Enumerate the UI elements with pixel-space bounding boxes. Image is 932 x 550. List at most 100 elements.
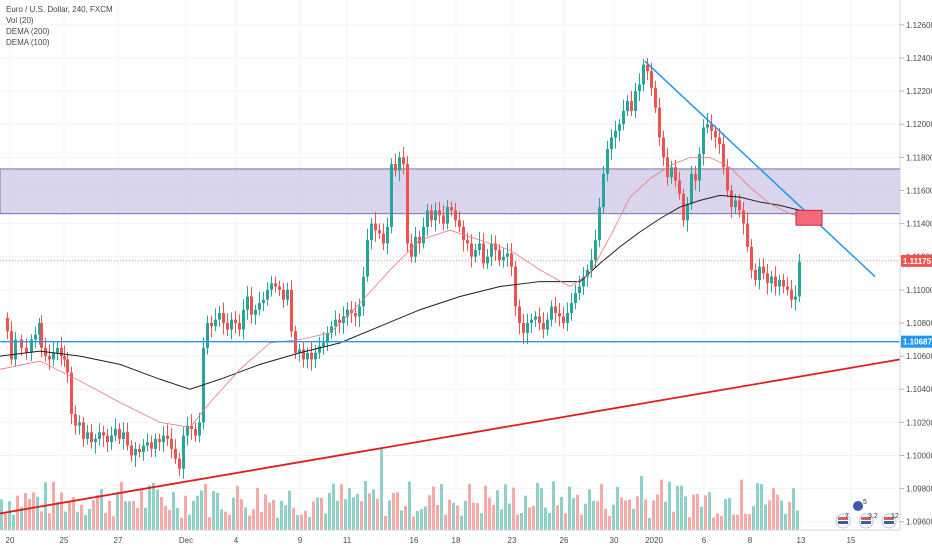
candle-body — [626, 101, 629, 111]
candle-body — [366, 240, 369, 277]
volume-bar — [192, 500, 195, 530]
volume-bar — [716, 513, 719, 530]
candle-body — [274, 283, 277, 287]
legend-dema-100[interactable]: DEMA (100) — [6, 38, 50, 47]
volume-bar — [60, 492, 63, 530]
candle-body — [198, 422, 201, 436]
current-price-badge-bg — [901, 254, 932, 267]
volume-bar — [688, 517, 691, 530]
candle-body — [586, 269, 589, 277]
candle-body — [390, 163, 393, 227]
volume-bar — [264, 494, 267, 530]
volume-bar — [696, 494, 699, 530]
candle-body — [406, 163, 409, 244]
candle-body — [63, 356, 66, 360]
volume-bar — [24, 493, 27, 530]
candle-body — [778, 279, 781, 287]
candle-body — [490, 243, 493, 257]
volume-bar — [40, 511, 43, 530]
volume-bar — [220, 509, 223, 530]
x-tick-label: 30 — [610, 536, 619, 545]
flag-stripe-icon — [884, 521, 894, 524]
volume-bar — [668, 481, 671, 530]
candle-body — [502, 256, 505, 261]
legend-dema-200[interactable]: DEMA (200) — [6, 27, 50, 36]
candle-body — [526, 322, 529, 333]
legend-vol[interactable]: Vol (20) — [6, 16, 34, 25]
candle-body — [86, 432, 89, 439]
volume-bar — [84, 514, 87, 530]
volume-bar — [328, 492, 331, 530]
volume-bar — [164, 505, 167, 530]
volume-bar — [288, 490, 291, 530]
candle-body — [218, 313, 221, 320]
candle-body — [694, 173, 697, 181]
volume-bar — [540, 487, 543, 530]
volume-bar — [644, 499, 647, 530]
volume-bar — [8, 501, 11, 530]
candle-body — [514, 266, 517, 307]
candle-body — [670, 167, 673, 178]
volume-bar — [80, 504, 83, 530]
y-tick-label: 1.11800 — [906, 153, 932, 162]
candle-body — [690, 173, 693, 204]
candle-body — [510, 253, 513, 267]
candle-body — [498, 250, 501, 261]
volume-bar — [312, 501, 315, 530]
candle-body — [354, 313, 357, 317]
volume-bar — [532, 505, 535, 530]
descending-trendline — [644, 60, 876, 278]
legend-symbol[interactable]: Euro / U.S. Dollar, 240, FXCM — [6, 5, 113, 14]
candle-body — [750, 246, 753, 270]
candle-body — [494, 243, 497, 251]
ascending-trendline — [0, 358, 901, 515]
volume-bar — [232, 497, 235, 530]
candle-body — [794, 296, 797, 300]
candle-body — [630, 101, 633, 111]
volume-bar — [208, 517, 211, 530]
y-tick-label: 1.10000 — [906, 451, 932, 460]
x-tick-label: 16 — [410, 536, 419, 545]
x-tick-label: 26 — [560, 536, 569, 545]
volume-bar — [152, 482, 155, 530]
candle-body — [550, 306, 553, 320]
candle-body — [614, 130, 617, 138]
volume-bar — [368, 493, 371, 530]
volume-bar — [180, 517, 183, 530]
candle-body — [52, 352, 55, 360]
volume-bar — [656, 494, 659, 530]
y-tick-label: 1.11400 — [906, 220, 932, 229]
candle-body — [698, 154, 701, 181]
candle-body — [538, 316, 541, 323]
candle-body — [686, 203, 689, 221]
candle-body — [66, 359, 69, 373]
candle-body — [174, 448, 177, 459]
volume-bar — [628, 499, 631, 530]
candle-body — [122, 432, 125, 439]
candle-body — [654, 87, 657, 108]
candle-body — [258, 303, 261, 310]
volume-bar — [384, 516, 387, 530]
candle-body — [446, 207, 449, 224]
volume-bar — [136, 507, 139, 530]
volume-bar — [728, 497, 731, 530]
candle-body — [158, 438, 161, 443]
volume-bar — [248, 515, 251, 530]
candle-body — [650, 71, 653, 88]
volume-bar — [432, 486, 435, 530]
candle-body — [374, 223, 377, 231]
volume-bar — [660, 479, 663, 530]
candle-body — [282, 289, 285, 300]
candle-body — [254, 309, 257, 315]
candle-body — [430, 210, 433, 221]
volume-bar — [560, 496, 563, 530]
candle-body — [602, 173, 605, 208]
volume-bar — [240, 499, 243, 530]
candle-body — [302, 349, 305, 360]
volume-bar — [124, 501, 127, 530]
y-tick-label: 1.12200 — [906, 87, 932, 96]
volume-bar — [524, 495, 527, 530]
volume-bar — [104, 512, 107, 530]
volume-bar — [168, 509, 171, 530]
